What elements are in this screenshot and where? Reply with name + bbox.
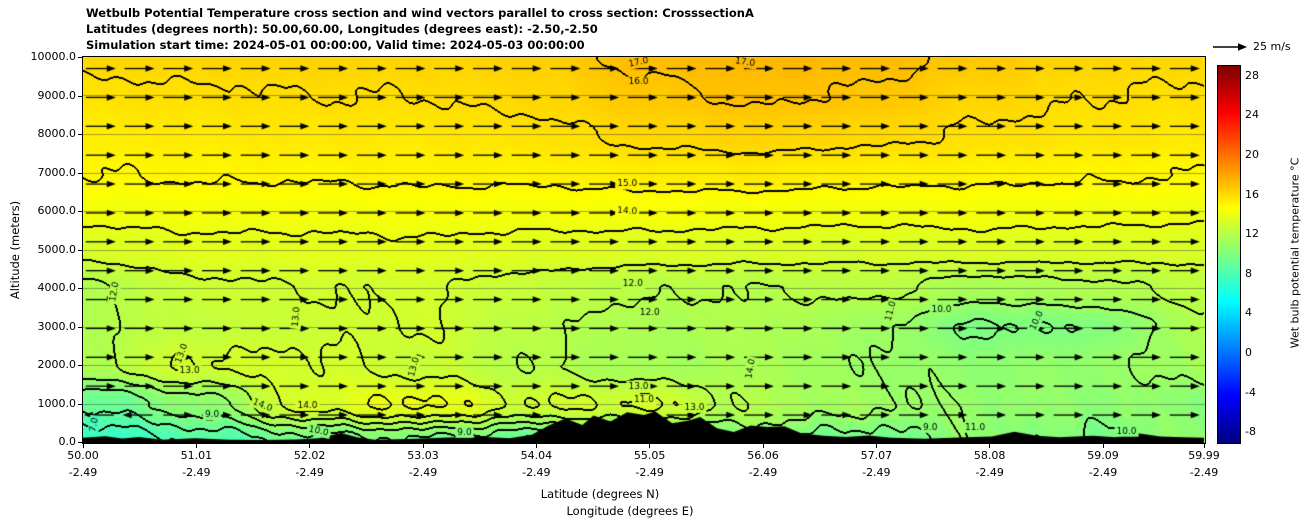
chart-title: Wetbulb Potential Temperature cross sect… <box>86 6 754 20</box>
x-tick-mark <box>82 444 84 448</box>
x-tick-latitude-label: 59.99 <box>1188 449 1220 462</box>
colorbar-tick-label: 4 <box>1245 306 1252 320</box>
colorbar-canvas <box>1217 65 1241 444</box>
x-tick-latitude-label: 58.08 <box>973 449 1006 462</box>
cross-section-plot-canvas <box>82 56 1206 444</box>
x-tick-longitude-label: -2.49 <box>975 466 1004 479</box>
colorbar-tick-label: 12 <box>1245 227 1259 241</box>
chart-subtitle-latlon: Latitudes (degrees north): 50.00,60.00, … <box>86 22 598 36</box>
y-tick-mark <box>78 211 82 212</box>
x-tick-longitude-label: -2.49 <box>1189 466 1219 479</box>
colorbar-tick-label: 16 <box>1245 187 1259 201</box>
x-tick-longitude-label: -2.49 <box>635 466 664 479</box>
x-tick-mark <box>762 444 764 448</box>
x-tick-latitude-label: 54.04 <box>520 449 553 462</box>
x-tick-latitude-label: 57.07 <box>860 449 893 462</box>
x-tick-longitude-label: -2.49 <box>862 466 891 479</box>
colorbar-tick-label: 24 <box>1245 108 1259 122</box>
x-tick-latitude-label: 53.03 <box>407 449 439 462</box>
y-tick-label: 7000.0 <box>37 165 77 179</box>
x-tick-longitude-label: -2.49 <box>1088 466 1118 479</box>
x-tick-longitude-label: -2.49 <box>748 466 778 479</box>
y-tick-label: 0.0 <box>58 435 77 448</box>
x-tick-longitude-label: -2.49 <box>295 466 324 479</box>
wind-reference-legend: 25 m/s <box>1213 40 1291 53</box>
x-tick-latitude-label: 55.05 <box>633 449 666 462</box>
colorbar-tick-label: 28 <box>1245 68 1259 82</box>
x-tick-longitude-label: -2.49 <box>522 466 551 479</box>
y-tick-label: 10000.0 <box>30 50 77 63</box>
chart-subtitle-times: Simulation start time: 2024-05-01 00:00:… <box>86 38 585 52</box>
y-tick-mark <box>78 134 82 135</box>
y-tick-mark <box>78 326 82 328</box>
colorbar-tick-label: 20 <box>1245 148 1259 162</box>
x-tick-longitude-label: -2.49 <box>408 466 438 479</box>
y-tick-mark <box>78 442 82 443</box>
y-tick-label: 9000.0 <box>37 88 77 102</box>
x-tick-latitude-label: 52.02 <box>293 449 326 462</box>
x-tick-mark <box>1102 444 1104 448</box>
y-tick-label: 1000.0 <box>37 396 77 410</box>
x-tick-mark <box>535 444 537 448</box>
y-tick-mark <box>78 365 82 366</box>
y-tick-mark <box>78 403 82 405</box>
x-tick-latitude-label: 50.00 <box>67 449 99 462</box>
y-tick-mark <box>78 95 82 97</box>
x-axis-label-latitude: Latitude (degrees N) <box>540 487 660 501</box>
y-tick-mark <box>78 57 82 58</box>
y-tick-mark <box>78 288 82 289</box>
x-tick-latitude-label: 56.06 <box>747 449 779 462</box>
x-tick-mark <box>422 444 424 448</box>
x-tick-mark <box>195 444 197 448</box>
y-tick-label: 5000.0 <box>37 242 77 256</box>
x-tick-mark <box>1203 444 1205 448</box>
y-tick-label: 3000.0 <box>37 319 77 333</box>
colorbar-tick-label: 0 <box>1245 345 1252 359</box>
colorbar-tick-label: 8 <box>1245 266 1252 280</box>
x-tick-mark <box>309 444 311 448</box>
x-tick-mark <box>989 444 991 448</box>
y-tick-label: 2000.0 <box>37 358 77 371</box>
colorbar-tick-label: -8 <box>1245 425 1256 439</box>
x-tick-longitude-label: -2.49 <box>182 466 211 479</box>
x-tick-latitude-label: 59.09 <box>1087 449 1119 462</box>
y-tick-label: 4000.0 <box>37 281 77 294</box>
x-tick-mark <box>875 444 877 448</box>
y-tick-label: 6000.0 <box>37 204 77 217</box>
title-block: Wetbulb Potential Temperature cross sect… <box>86 5 754 53</box>
wind-reference-arrow-icon <box>1213 42 1247 51</box>
x-axis-label-longitude: Longitude (degrees E) <box>566 504 694 518</box>
y-tick-label: 8000.0 <box>37 127 77 140</box>
colorbar-tick-label: -4 <box>1245 385 1256 399</box>
x-tick-latitude-label: 51.01 <box>180 449 213 462</box>
x-tick-longitude-label: -2.49 <box>68 466 98 479</box>
colorbar-label: Wet bulb potential temperature °C <box>1288 157 1302 349</box>
y-tick-mark <box>78 249 82 251</box>
y-tick-mark <box>78 172 82 174</box>
x-tick-mark <box>649 444 651 448</box>
wind-reference-label: 25 m/s <box>1253 40 1291 53</box>
